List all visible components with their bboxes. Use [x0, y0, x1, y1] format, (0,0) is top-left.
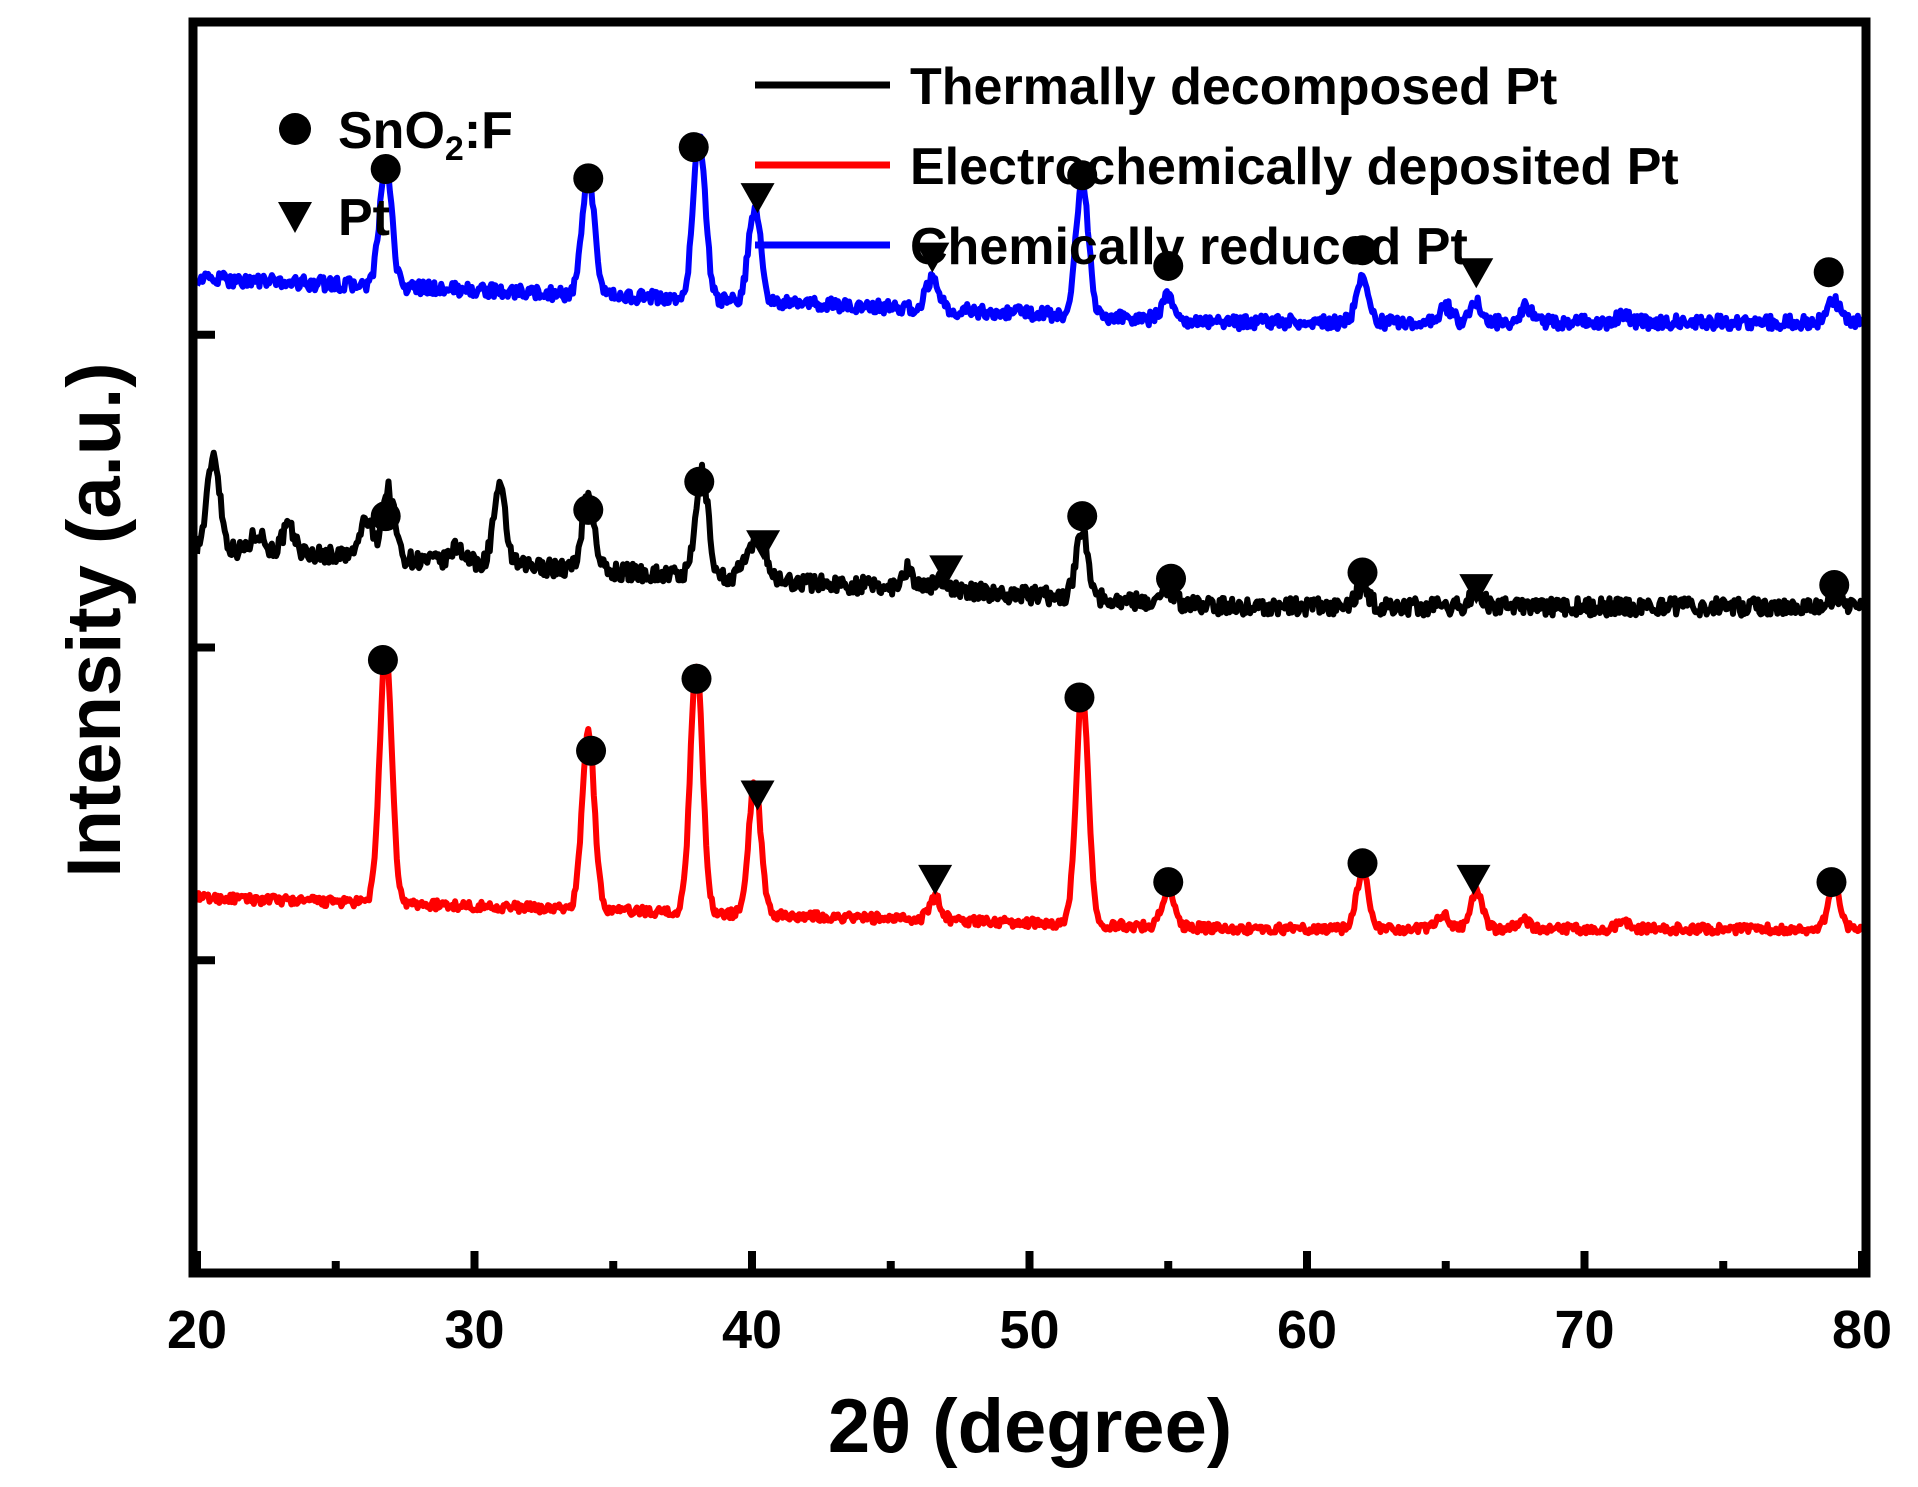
marker-legend: SnO2:F Pt [278, 102, 513, 247]
peak-marker-layer [367, 132, 1850, 898]
peak-circle-marker-12 [684, 466, 715, 497]
peak-circle-marker-9 [1813, 257, 1844, 288]
peak-triangle-marker-23 [740, 780, 775, 811]
x-tick-label-80: 80 [1832, 1300, 1892, 1360]
legend-sno2f-label: SnO2:F [338, 102, 513, 168]
peak-circle-marker-29 [1816, 867, 1847, 898]
peak-circle-marker-22 [681, 663, 712, 694]
series-legend: Thermally decomposed Pt Electrochemicall… [755, 58, 1679, 276]
legend-pt-label: Pt [338, 189, 390, 247]
peak-triangle-marker-18 [1459, 574, 1494, 605]
peak-circle-marker-5 [1067, 160, 1098, 191]
legend-label-chemical: Chemically reduced Pt [910, 218, 1468, 276]
legend-triangle-icon [278, 202, 312, 233]
peak-circle-marker-6 [1153, 250, 1184, 281]
peak-circle-marker-16 [1156, 563, 1187, 594]
peak-triangle-marker-28 [1456, 864, 1491, 895]
x-axis-ticks: 20 30 40 50 60 70 80 [167, 1251, 1892, 1360]
series-line-2 [194, 133, 1865, 333]
peak-triangle-marker-4 [915, 242, 950, 273]
x-axis-label: 2θ (degree) [828, 1384, 1232, 1469]
y-axis-label: Intensity (a.u.) [52, 362, 137, 877]
series-layer [194, 133, 1865, 937]
peak-circle-marker-21 [576, 735, 607, 766]
x-tick-label-50: 50 [999, 1300, 1059, 1360]
peak-circle-marker-1 [573, 163, 604, 194]
peak-circle-marker-27 [1347, 848, 1378, 879]
legend-circle-icon [279, 113, 311, 145]
peak-circle-marker-0 [370, 153, 401, 184]
series-line-0 [194, 449, 1865, 619]
legend-label-electrochemical: Electrochemically deposited Pt [910, 138, 1679, 196]
peak-circle-marker-2 [678, 132, 709, 163]
plot-frame [188, 17, 1871, 1278]
peak-triangle-marker-13 [746, 530, 781, 561]
peak-circle-marker-19 [1819, 569, 1850, 600]
peak-circle-marker-25 [1064, 682, 1095, 713]
peak-circle-marker-11 [573, 494, 604, 525]
y-axis-ticks [193, 18, 215, 965]
peak-triangle-marker-3 [740, 183, 775, 214]
series-line-1 [194, 646, 1865, 937]
peak-circle-marker-26 [1153, 867, 1184, 898]
peak-triangle-marker-24 [918, 864, 953, 895]
x-tick-label-60: 60 [1277, 1300, 1337, 1360]
x-tick-label-70: 70 [1554, 1300, 1614, 1360]
x-tick-label-30: 30 [444, 1300, 504, 1360]
x-tick-label-20: 20 [167, 1300, 227, 1360]
legend-label-thermal: Thermally decomposed Pt [910, 58, 1557, 116]
peak-circle-marker-10 [370, 501, 401, 532]
peak-circle-marker-20 [367, 645, 398, 676]
peak-circle-marker-17 [1347, 557, 1378, 588]
peak-triangle-marker-14 [929, 555, 964, 586]
peak-circle-marker-7 [1347, 235, 1378, 266]
peak-triangle-marker-8 [1459, 258, 1494, 289]
x-tick-label-40: 40 [722, 1300, 782, 1360]
peak-circle-marker-15 [1067, 501, 1098, 532]
